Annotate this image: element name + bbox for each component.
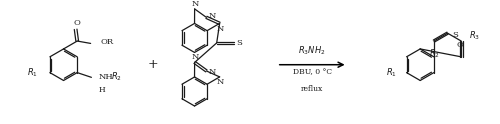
Text: $R_3NH_2$: $R_3NH_2$ xyxy=(298,44,326,57)
Text: O: O xyxy=(457,41,464,49)
Text: O: O xyxy=(73,19,80,27)
Text: $R_3$: $R_3$ xyxy=(469,29,480,42)
Text: $R_2$: $R_2$ xyxy=(110,70,122,83)
Text: +: + xyxy=(147,58,158,71)
Text: H: H xyxy=(99,86,105,94)
Text: N: N xyxy=(217,25,224,33)
Text: N: N xyxy=(192,0,200,8)
Text: S: S xyxy=(452,31,458,39)
Text: $R_2$: $R_2$ xyxy=(430,47,440,60)
Text: DBU, 0 °C: DBU, 0 °C xyxy=(292,68,332,76)
Text: $R_1$: $R_1$ xyxy=(28,66,38,79)
Text: S: S xyxy=(236,39,242,47)
Text: N: N xyxy=(208,68,216,76)
Text: NH: NH xyxy=(99,73,114,81)
Text: N: N xyxy=(192,53,200,61)
Text: $R_1$: $R_1$ xyxy=(386,66,397,79)
Text: N: N xyxy=(217,78,224,86)
Text: reflux: reflux xyxy=(301,85,324,93)
Text: N: N xyxy=(208,12,216,20)
Text: OR: OR xyxy=(100,38,114,46)
